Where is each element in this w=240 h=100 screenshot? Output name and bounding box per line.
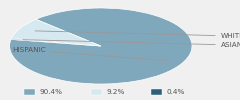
Text: HISPANIC: HISPANIC (12, 47, 167, 61)
Wedge shape (10, 8, 192, 84)
Wedge shape (11, 38, 101, 46)
FancyBboxPatch shape (24, 89, 35, 95)
Text: 90.4%: 90.4% (40, 89, 63, 95)
Text: 9.2%: 9.2% (107, 89, 125, 95)
Text: WHITE: WHITE (35, 31, 240, 39)
Text: ASIAN: ASIAN (23, 40, 240, 48)
FancyBboxPatch shape (91, 89, 102, 95)
Wedge shape (12, 19, 101, 46)
FancyBboxPatch shape (151, 89, 162, 95)
Text: 0.4%: 0.4% (167, 89, 185, 95)
